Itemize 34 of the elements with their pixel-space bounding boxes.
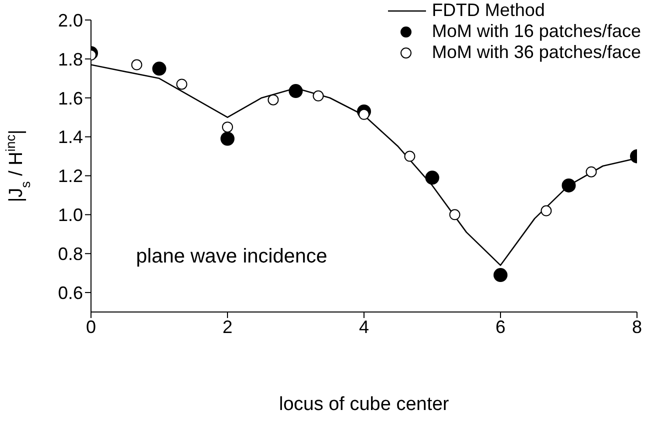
y-tick-label: 1.0 — [58, 205, 83, 226]
y-tick-label: 0.6 — [58, 282, 83, 303]
point — [220, 132, 234, 146]
y-tick-label: 1.2 — [58, 166, 83, 186]
point — [358, 108, 370, 120]
y-tick-label: 1.6 — [58, 88, 83, 108]
y-tick-label: 1.4 — [58, 127, 83, 148]
point — [131, 59, 142, 70]
x-tick-label: 4 — [358, 316, 370, 337]
x-tick-label: 6 — [495, 316, 506, 337]
legend-label: FDTD Method — [432, 0, 545, 21]
legend-label: MoM with 16 patches/face — [432, 21, 641, 42]
x-tick-label: 0 — [86, 316, 96, 337]
point — [268, 94, 279, 106]
point — [540, 205, 552, 216]
point — [586, 166, 597, 178]
legend-label: MoM with 36 patches/face — [432, 42, 641, 63]
point — [425, 170, 440, 185]
point — [562, 178, 576, 192]
y-tick-label: 2.0 — [58, 10, 83, 30]
point — [494, 268, 508, 282]
y-tick-label: 0.8 — [58, 244, 83, 264]
y-tick-label: 1.8 — [58, 49, 83, 70]
x-tick-label: 8 — [632, 316, 642, 337]
point — [404, 150, 416, 162]
point — [152, 62, 166, 76]
point — [312, 90, 324, 102]
x-tick-label: 2 — [222, 316, 233, 337]
point — [176, 78, 188, 90]
point — [222, 122, 233, 133]
annotation: plane wave incidence — [136, 245, 328, 268]
point — [288, 84, 303, 98]
point — [449, 209, 460, 220]
x-axis-title: locus of cube center — [278, 394, 450, 415]
